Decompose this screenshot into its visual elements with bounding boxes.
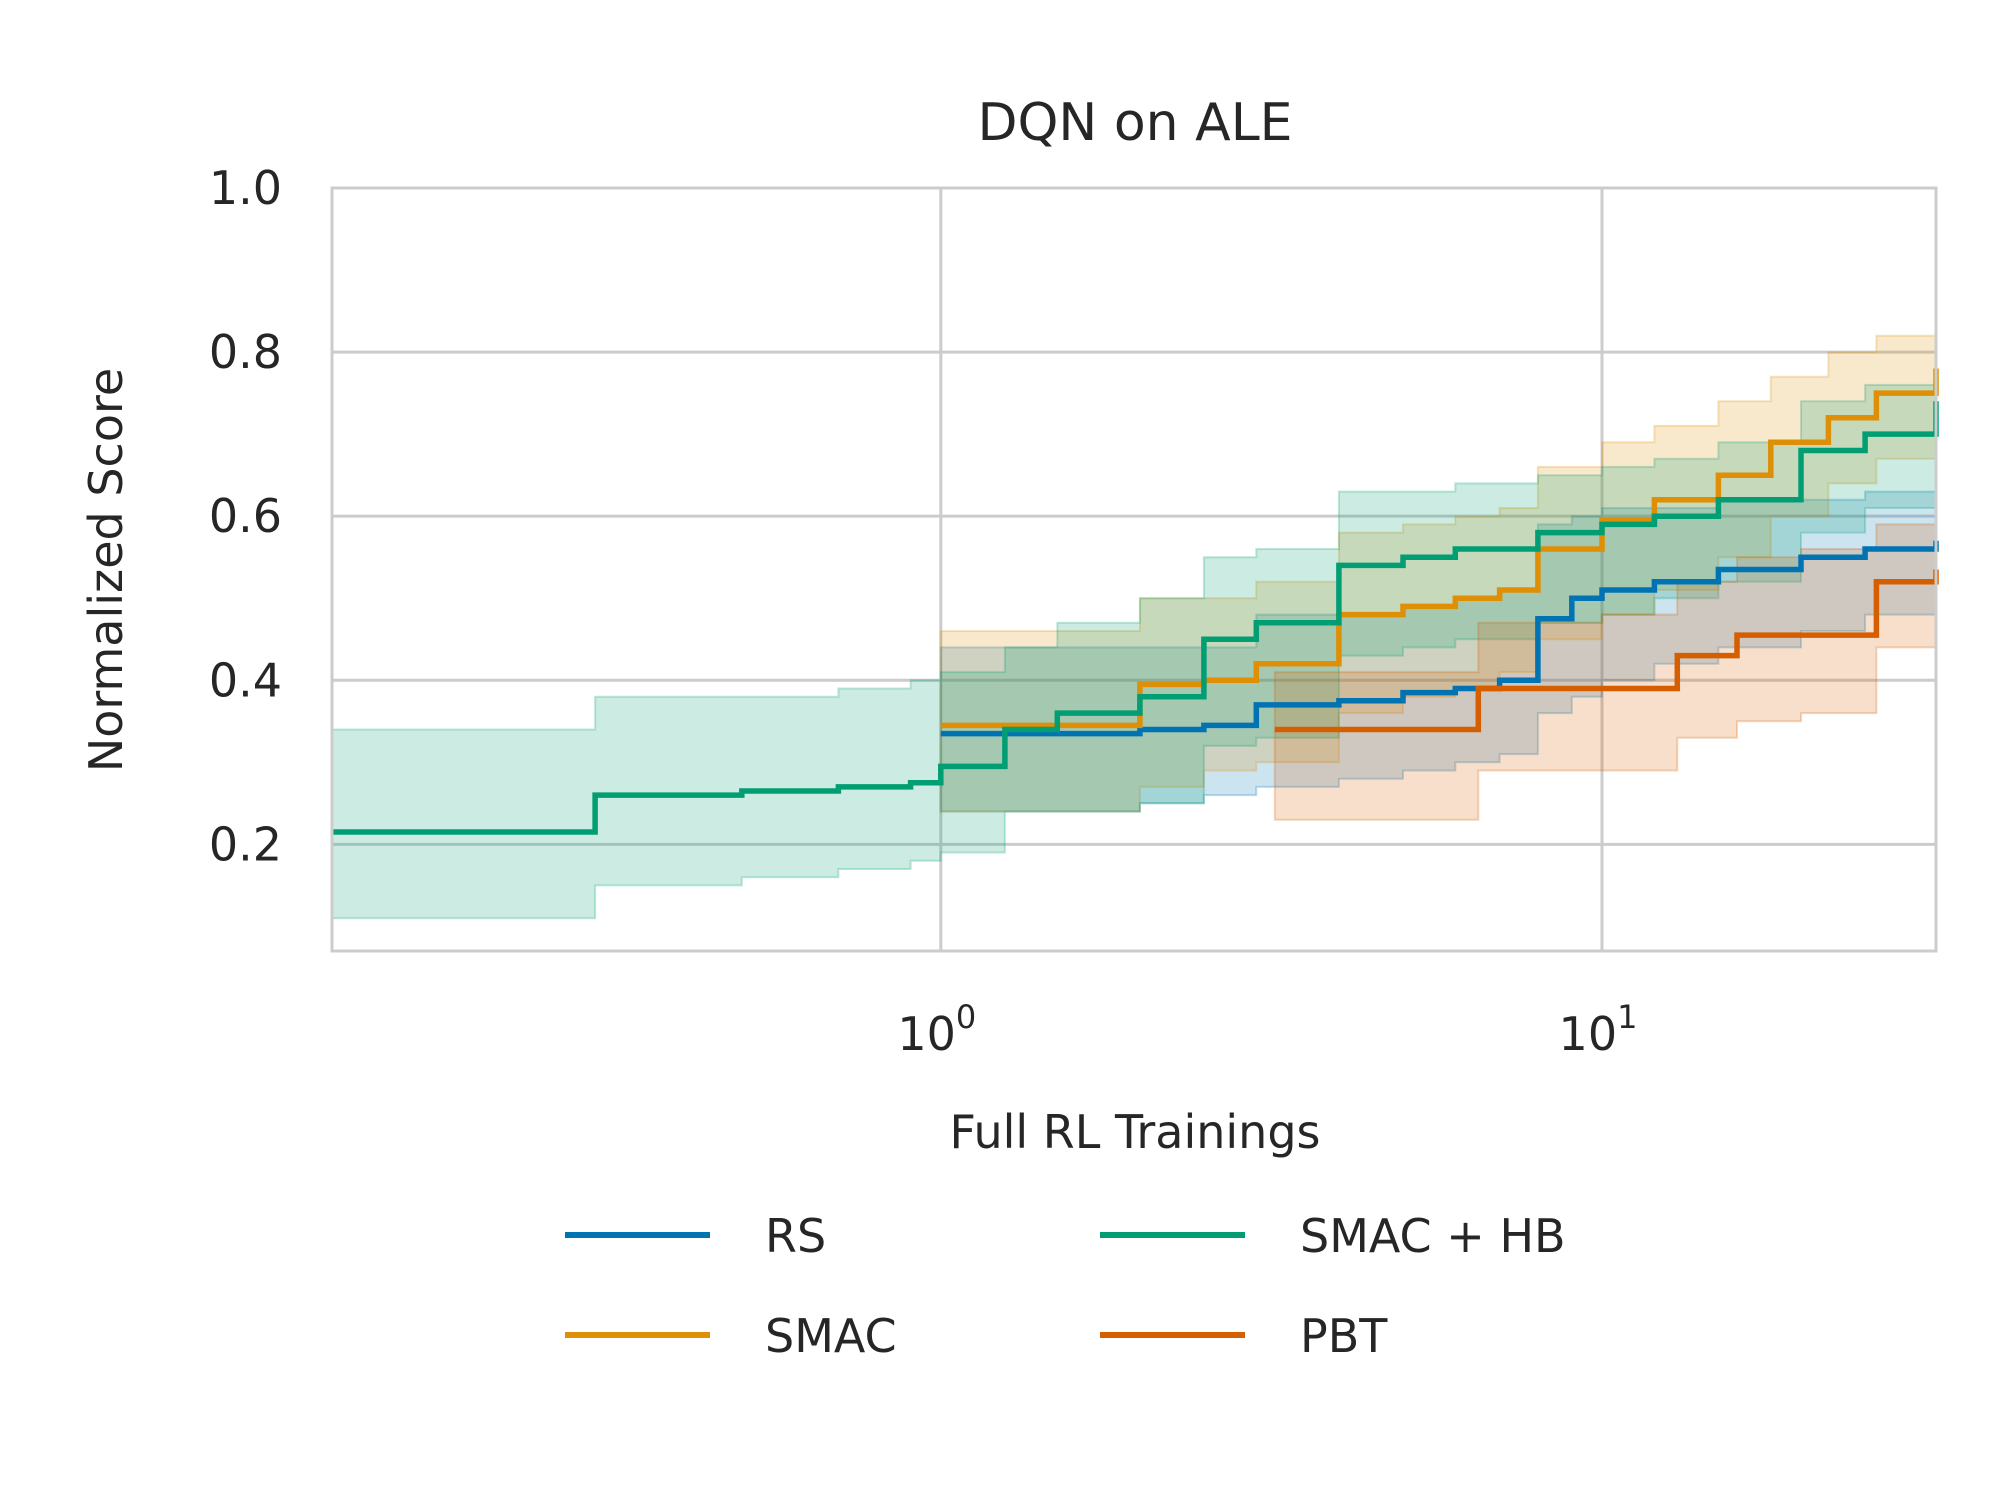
y-tick-labels: 0.2 0.4 0.6 0.8 1.0 [209,161,282,871]
y-axis-label: Normalized Score [79,368,133,772]
plot-frame [330,186,1938,953]
legend-label: SMAC [765,1309,897,1363]
y-tick-label: 0.6 [209,489,282,543]
line-smac-hb [332,401,1939,835]
y-tick-label: 1.0 [209,161,282,215]
x-tick-label: 100 [897,998,976,1061]
y-tick-label: 0.2 [209,817,282,871]
y-tick-label: 0.4 [209,653,282,707]
x-axis-label: Full RL Trainings [950,1105,1321,1159]
line-pbt [1274,569,1939,733]
x-tick-labels: 100 101 [897,998,1637,1061]
series-lines [332,368,1939,835]
legend-label: RS [765,1209,826,1263]
confidence-bands [331,319,1937,920]
x-tick-label: 101 [1559,998,1638,1061]
y-tick-label: 0.8 [209,325,282,379]
line-rs [940,540,1939,737]
legend-label: PBT [1300,1309,1388,1363]
line-smac [940,368,1939,729]
chart-title: DQN on ALE [977,93,1292,153]
legend-label: SMAC + HB [1300,1209,1566,1263]
legend: RS SMAC SMAC + HB PBT [565,1209,1566,1363]
